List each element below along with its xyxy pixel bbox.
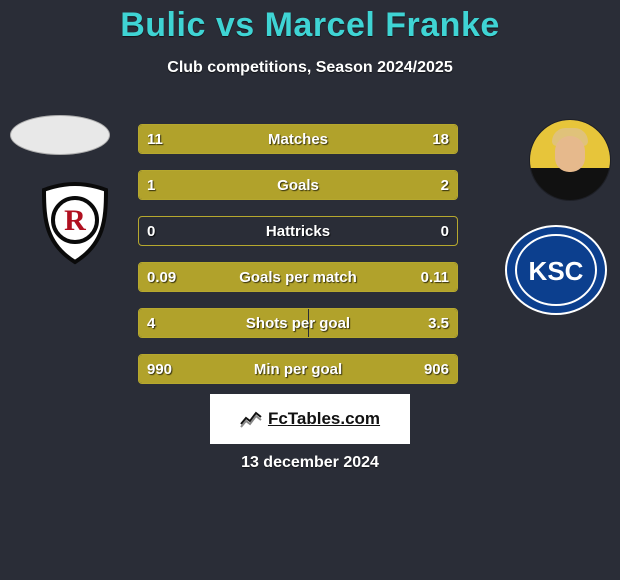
stat-label: Matches bbox=[139, 125, 457, 153]
stat-row: 12Goals bbox=[138, 170, 458, 200]
stat-label: Shots per goal bbox=[139, 309, 457, 337]
circle-badge-icon: KSC bbox=[504, 222, 608, 326]
club-right-badge: KSC bbox=[504, 222, 608, 326]
title-vs: vs bbox=[216, 6, 255, 44]
stat-label: Min per goal bbox=[139, 355, 457, 383]
stat-row: 43.5Shots per goal bbox=[138, 308, 458, 338]
page-title: Bulic vs Marcel Franke bbox=[0, 6, 620, 45]
player-right-name: Marcel Franke bbox=[265, 6, 500, 44]
club-left-letter: R bbox=[64, 204, 86, 237]
stat-label: Goals bbox=[139, 171, 457, 199]
stat-label: Goals per match bbox=[139, 263, 457, 291]
comparison-card: Bulic vs Marcel Franke Club competitions… bbox=[0, 0, 620, 580]
player-left-avatar bbox=[10, 115, 110, 155]
stat-row: 0.090.11Goals per match bbox=[138, 262, 458, 292]
shield-icon: R bbox=[32, 180, 118, 266]
snapshot-date: 13 december 2024 bbox=[0, 454, 620, 472]
brand-link[interactable]: FcTables.com bbox=[210, 394, 410, 444]
chart-icon bbox=[240, 410, 262, 428]
brand-text: FcTables.com bbox=[268, 409, 380, 429]
subtitle: Club competitions, Season 2024/2025 bbox=[0, 59, 620, 77]
avatar-face bbox=[555, 136, 585, 172]
club-right-text: KSC bbox=[529, 256, 584, 286]
club-left-badge: R bbox=[32, 180, 118, 266]
stat-row: 00Hattricks bbox=[138, 216, 458, 246]
stat-row: 1118Matches bbox=[138, 124, 458, 154]
stats-table: 1118Matches 12Goals 00Hattricks 0.090.11Goa… bbox=[138, 124, 458, 400]
player-right-avatar bbox=[530, 120, 610, 200]
stat-row: 990906Min per goal bbox=[138, 354, 458, 384]
player-left-name: Bulic bbox=[120, 6, 206, 44]
stat-label: Hattricks bbox=[139, 217, 457, 245]
